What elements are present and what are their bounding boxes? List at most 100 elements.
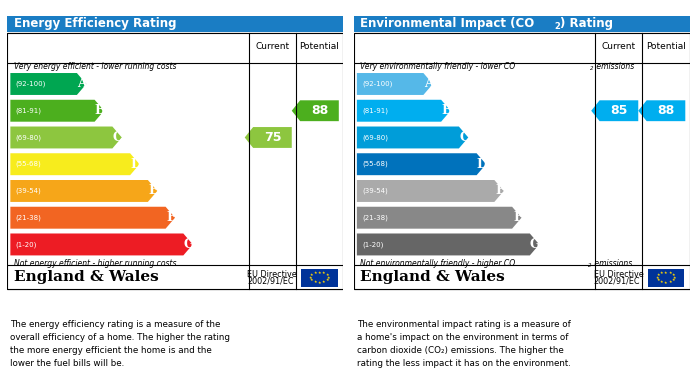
Text: C: C [459, 131, 469, 144]
Text: ★: ★ [673, 276, 676, 280]
Text: 2: 2 [554, 22, 560, 31]
Text: ★: ★ [318, 271, 321, 275]
Bar [354, 34, 690, 289]
Text: 2: 2 [590, 66, 594, 71]
Polygon shape [357, 153, 486, 175]
Text: (55-68): (55-68) [362, 161, 388, 167]
Polygon shape [245, 127, 292, 148]
Text: 85: 85 [610, 104, 628, 117]
Text: ★: ★ [318, 281, 321, 285]
Polygon shape [10, 207, 175, 229]
Polygon shape [10, 233, 192, 255]
Text: ★: ★ [655, 276, 659, 280]
Text: ★: ★ [664, 281, 668, 285]
Text: ) Rating: ) Rating [560, 18, 613, 30]
Text: Very environmentally friendly - lower CO: Very environmentally friendly - lower CO [360, 62, 515, 71]
Polygon shape [10, 153, 139, 175]
Text: The energy efficiency rating is a measure of the
overall efficiency of a home. T: The energy efficiency rating is a measur… [10, 320, 230, 368]
Text: The environmental impact rating is a measure of
a home's impact on the environme: The environmental impact rating is a mea… [357, 320, 570, 368]
Polygon shape [357, 180, 504, 202]
Polygon shape [357, 100, 451, 122]
Text: (21-38): (21-38) [362, 214, 388, 221]
Text: ★: ★ [657, 273, 660, 277]
Text: ★: ★ [314, 271, 317, 275]
Text: 2002/91/EC: 2002/91/EC [247, 276, 294, 285]
Text: ★: ★ [309, 276, 312, 280]
Polygon shape [292, 100, 339, 121]
Text: ★: ★ [310, 273, 314, 277]
Text: (92-100): (92-100) [362, 81, 392, 87]
Bar [354, 16, 690, 32]
Text: 75: 75 [264, 131, 281, 144]
Text: emissions: emissions [592, 259, 632, 268]
Text: England & Wales: England & Wales [14, 271, 158, 284]
Polygon shape [10, 100, 104, 122]
Text: (69-80): (69-80) [15, 134, 41, 141]
Text: E: E [495, 185, 505, 197]
Text: F: F [167, 211, 176, 224]
Text: ★: ★ [322, 280, 326, 284]
Text: Environmental Impact (CO: Environmental Impact (CO [360, 18, 535, 30]
Polygon shape [10, 127, 122, 149]
Text: G: G [530, 238, 540, 251]
Text: A: A [424, 77, 433, 90]
Text: 2002/91/EC: 2002/91/EC [594, 276, 641, 285]
Text: Not energy efficient - higher running costs: Not energy efficient - higher running co… [14, 259, 176, 268]
Text: F: F [513, 211, 522, 224]
Text: D: D [130, 158, 141, 171]
Text: C: C [113, 131, 122, 144]
Text: 88: 88 [311, 104, 328, 117]
Bar [7, 265, 343, 289]
Text: Potential: Potential [646, 42, 686, 51]
Text: (69-80): (69-80) [362, 134, 388, 141]
Polygon shape [357, 127, 468, 149]
Text: (92-100): (92-100) [15, 81, 46, 87]
Polygon shape [10, 180, 158, 202]
Bar [7, 34, 343, 289]
Bar [354, 265, 690, 289]
Text: ★: ★ [326, 273, 329, 277]
Text: Energy Efficiency Rating: Energy Efficiency Rating [14, 18, 176, 30]
Text: ★: ★ [322, 271, 326, 275]
Text: 88: 88 [657, 104, 675, 117]
Text: ★: ★ [314, 280, 317, 284]
Text: 2: 2 [588, 264, 592, 268]
Text: ★: ★ [310, 278, 314, 282]
Text: (1-20): (1-20) [15, 241, 37, 248]
Text: ★: ★ [664, 271, 668, 275]
Text: EU Directive: EU Directive [247, 270, 297, 279]
Text: ★: ★ [326, 276, 330, 280]
Polygon shape [357, 73, 433, 95]
Text: (21-38): (21-38) [15, 214, 41, 221]
Polygon shape [10, 73, 86, 95]
Bar [7, 34, 343, 63]
Text: Very energy efficient - lower running costs: Very energy efficient - lower running co… [14, 62, 176, 71]
Text: England & Wales: England & Wales [360, 271, 505, 284]
Text: Potential: Potential [300, 42, 339, 51]
Text: ★: ★ [668, 271, 672, 275]
Text: G: G [183, 238, 194, 251]
Bar [7, 16, 343, 32]
Text: ★: ★ [660, 280, 664, 284]
Text: (39-54): (39-54) [15, 188, 41, 194]
Bar [648, 269, 685, 287]
Text: (1-20): (1-20) [362, 241, 384, 248]
Text: emissions: emissions [594, 62, 635, 71]
Polygon shape [638, 100, 685, 121]
Text: ★: ★ [326, 278, 329, 282]
Text: E: E [148, 185, 158, 197]
Bar [301, 269, 338, 287]
Text: (39-54): (39-54) [362, 188, 388, 194]
Text: B: B [94, 104, 105, 117]
Text: B: B [441, 104, 452, 117]
Text: EU Directive: EU Directive [594, 270, 643, 279]
Text: Current: Current [256, 42, 290, 51]
Polygon shape [357, 207, 522, 229]
Text: A: A [78, 77, 87, 90]
Text: ★: ★ [668, 280, 672, 284]
Polygon shape [357, 233, 539, 255]
Text: ★: ★ [657, 278, 660, 282]
Text: ★: ★ [660, 271, 664, 275]
Bar [354, 34, 690, 63]
Text: D: D [477, 158, 487, 171]
